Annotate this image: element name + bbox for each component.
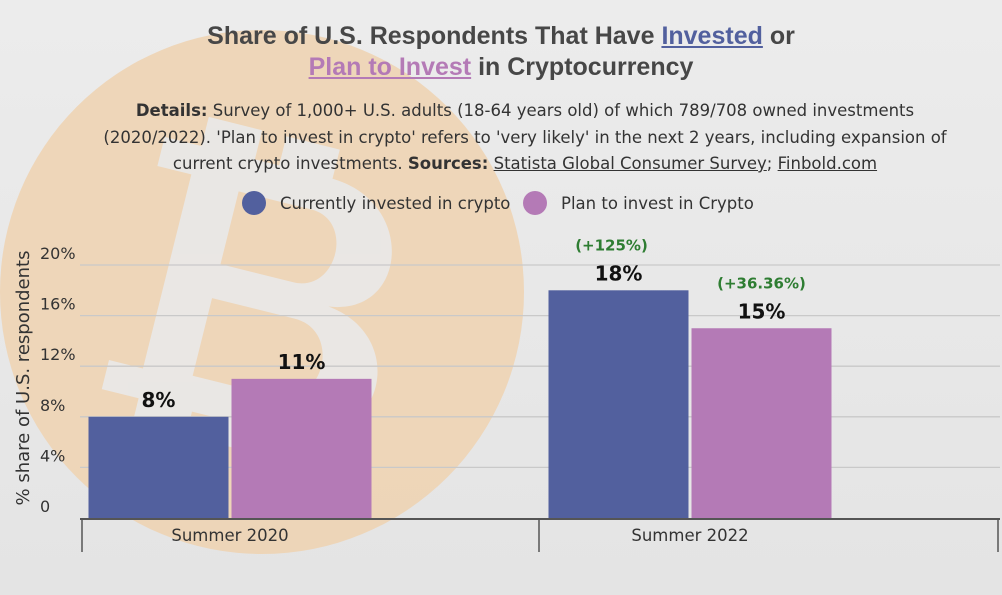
legend-label-plan: Plan to invest in Crypto (561, 193, 754, 213)
y-tick-label: 12% (40, 345, 76, 364)
y-tick-label: 16% (40, 295, 76, 314)
title-text-suffix-2: in Cryptocurrency (471, 53, 694, 81)
x-category-label: Summer 2022 (631, 526, 748, 545)
data-label: 15% (738, 299, 786, 323)
data-label: 18% (595, 261, 643, 285)
chart-title-line-1: Share of U.S. Respondents That Have Inve… (0, 22, 1002, 51)
y-tick-label: 4% (40, 446, 65, 465)
change-label: (+36.36%) (717, 274, 806, 292)
bar (231, 378, 372, 518)
title-text: Share of U.S. Respondents That Have (207, 22, 662, 50)
x-category-label: Summer 2020 (171, 526, 288, 545)
source-separator: ; (766, 154, 773, 173)
details-text: Survey of 1,000+ U.S. adults (18-64 year… (103, 101, 947, 173)
data-label: 11% (278, 350, 326, 374)
chart-title-line-2: Plan to Invest in Cryptocurrency (0, 53, 1002, 82)
title-highlight-invested: Invested (661, 22, 763, 50)
sources-label: Sources: (407, 154, 489, 173)
y-tick-label: 0 (40, 497, 50, 516)
source-link-statista[interactable]: Statista Global Consumer Survey (493, 154, 767, 173)
legend-item-plan: Plan to invest in Crypto (523, 190, 754, 216)
title-highlight-plan: Plan to Invest (308, 53, 472, 81)
change-label: (+125%) (575, 236, 648, 254)
legend-label-invested: Currently invested in crypto (280, 193, 511, 213)
y-tick-label: 8% (40, 396, 65, 415)
legend-swatch-invested (242, 191, 266, 215)
bar (691, 328, 832, 518)
chart-legend: Currently invested in crypto Plan to inv… (0, 190, 1002, 216)
source-link-finbold[interactable]: Finbold.com (777, 154, 878, 173)
details-label: Details: (135, 101, 208, 120)
bar (548, 290, 689, 518)
legend-item-invested: Currently invested in crypto (242, 190, 510, 216)
y-axis-label: % share of U.S. respondents (13, 251, 34, 506)
title-text-suffix: or (762, 22, 795, 50)
data-label: 8% (142, 388, 176, 412)
chart-details: Details: Survey of 1,000+ U.S. adults (1… (80, 98, 970, 178)
legend-swatch-plan (523, 191, 547, 215)
y-tick-label: 20% (40, 244, 76, 263)
bar (88, 416, 229, 518)
